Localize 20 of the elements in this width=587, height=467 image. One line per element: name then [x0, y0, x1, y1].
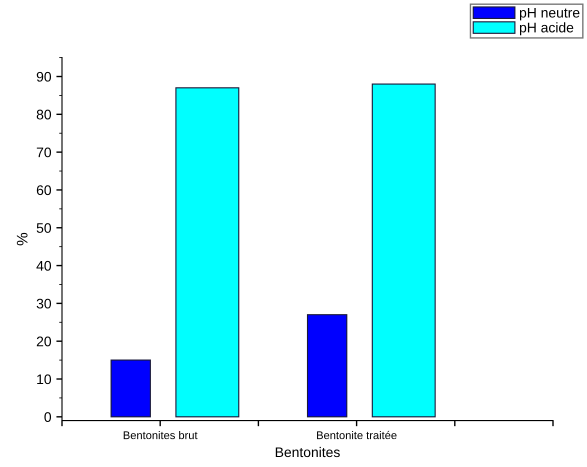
x-tick-label: Bentonite traitée: [317, 430, 397, 440]
bar: [372, 84, 436, 418]
legend-label: pH acide: [520, 22, 574, 36]
bar: [175, 87, 240, 418]
y-tick-label: 50: [36, 223, 52, 233]
y-tick-label: 90: [36, 72, 52, 82]
y-tick-label: 40: [36, 260, 52, 271]
y-axis-title: %: [16, 232, 28, 246]
x-tick-label: Bentonites brut: [124, 431, 198, 440]
y-tick-label: 20: [36, 336, 52, 346]
bar: [110, 360, 151, 418]
legend-label: pH neutre: [520, 8, 580, 20]
y-tick-label: 70: [36, 147, 52, 158]
y-tick-label: 30: [36, 298, 52, 309]
bar: [306, 314, 348, 418]
y-tick-label: 10: [37, 374, 52, 384]
y-tick-label: 80: [36, 110, 52, 120]
y-tick-label: 0: [44, 412, 52, 422]
x-axis-title: Bentonites: [276, 446, 340, 458]
y-tick-label: 60: [36, 185, 52, 196]
